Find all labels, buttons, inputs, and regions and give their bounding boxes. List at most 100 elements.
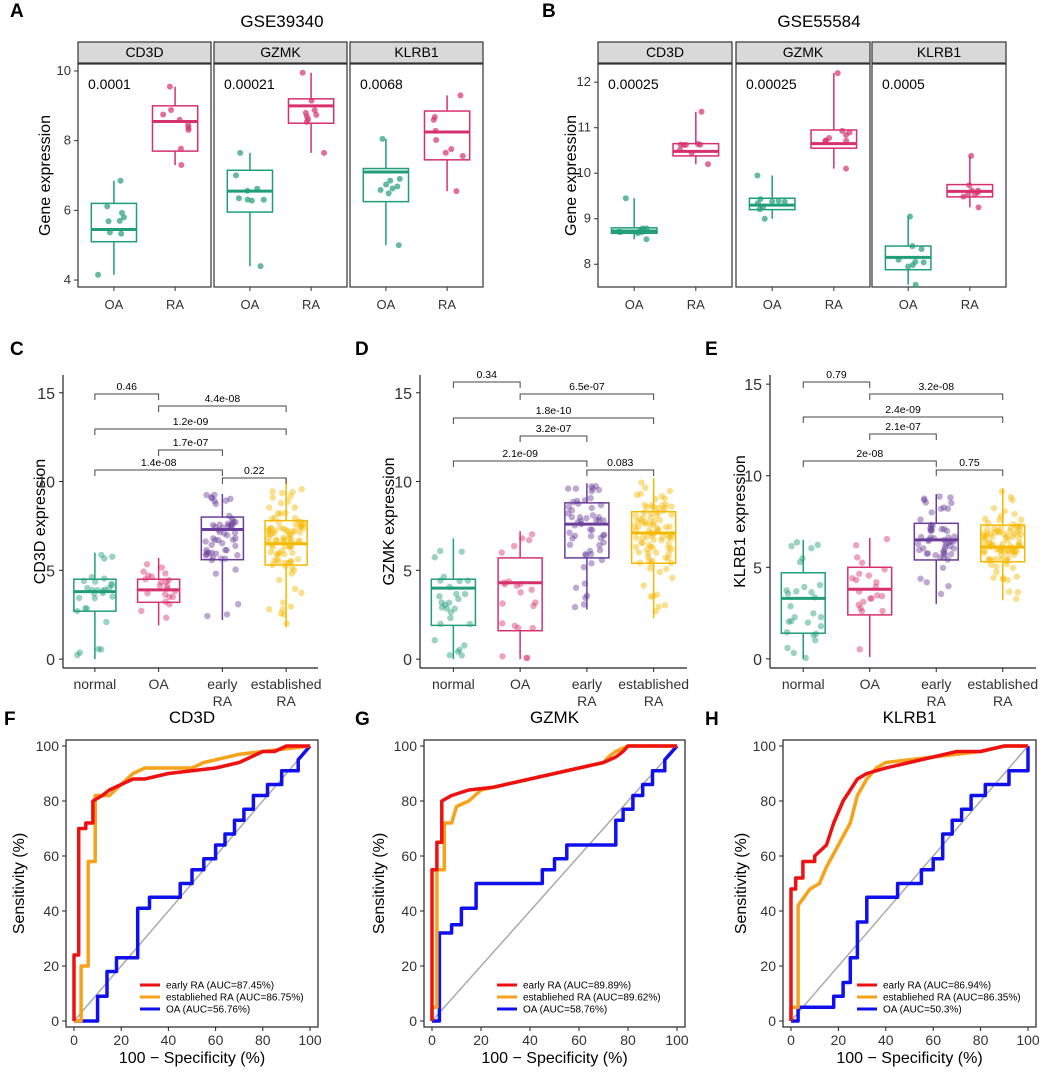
- data-point: [856, 646, 863, 653]
- comparison-bracket: [935, 469, 1004, 476]
- data-point: [285, 559, 292, 567]
- data-point: [998, 556, 1005, 563]
- facet-strip: [871, 41, 1007, 64]
- data-point: [1013, 595, 1020, 603]
- data-point: [922, 499, 930, 506]
- y-tick-label: 100: [36, 738, 60, 754]
- data-point: [595, 513, 602, 521]
- roc-curve-line: [430, 744, 677, 1021]
- data-point: [162, 570, 169, 577]
- data-point: [1015, 535, 1023, 542]
- data-point: [879, 607, 886, 615]
- data-point: [917, 575, 924, 582]
- comparison-p-value: 2e-08: [856, 448, 883, 460]
- comparison-p-value: 3.2e-08: [918, 381, 954, 393]
- data-point: [117, 177, 124, 184]
- data-point: [769, 198, 776, 205]
- data-point: [650, 536, 657, 543]
- data-point: [287, 558, 295, 566]
- data-point: [802, 654, 809, 662]
- data-point: [282, 509, 289, 517]
- data-point: [945, 582, 952, 590]
- data-point: [940, 549, 948, 556]
- data-point: [1001, 507, 1008, 515]
- data-point: [583, 515, 590, 522]
- x-tick-label: 0: [428, 1032, 436, 1048]
- facet-strip: [77, 41, 212, 64]
- y-tick-label: 15: [394, 386, 412, 403]
- data-point: [667, 559, 675, 567]
- data-point: [984, 519, 992, 527]
- x-tick-label: OA: [860, 676, 881, 692]
- data-point: [761, 215, 768, 222]
- y-tick-label: 80: [43, 793, 59, 809]
- data-point: [981, 547, 988, 555]
- facet-strip-label: GZMK: [260, 44, 301, 60]
- data-point: [163, 582, 171, 590]
- data-point: [948, 499, 955, 507]
- data-point: [296, 537, 303, 544]
- data-point: [108, 580, 115, 588]
- x-tick-label: normal: [432, 676, 475, 692]
- data-point: [631, 522, 639, 530]
- data-point: [278, 547, 286, 555]
- x-tick-label: 100: [1016, 1032, 1040, 1048]
- x-tick-label: 80: [255, 1032, 271, 1048]
- data-point: [95, 645, 102, 653]
- data-point: [996, 528, 1004, 536]
- data-point: [176, 116, 183, 123]
- data-point: [396, 175, 403, 182]
- data-point: [1009, 497, 1016, 504]
- data-point: [158, 564, 165, 571]
- data-point: [163, 614, 170, 621]
- data-point: [843, 165, 850, 172]
- data-point: [143, 561, 151, 568]
- data-point: [568, 507, 576, 514]
- data-point: [431, 637, 438, 644]
- data-point: [298, 521, 306, 529]
- data-point: [91, 578, 99, 585]
- comparison-p-value: 1.8e-10: [536, 405, 572, 417]
- data-point: [858, 607, 866, 615]
- y-tick-label: 0: [409, 1013, 417, 1029]
- data-point: [665, 544, 672, 552]
- plot-frame: [65, 739, 319, 1028]
- data-point: [221, 555, 229, 562]
- data-point: [118, 230, 125, 237]
- x-tick-label: RA: [577, 693, 597, 709]
- comparison-bracket: [221, 477, 287, 484]
- data-point: [156, 582, 164, 590]
- data-point: [653, 524, 661, 531]
- data-point: [816, 581, 824, 589]
- data-point: [646, 557, 653, 564]
- data-point: [436, 593, 443, 600]
- data-point: [430, 116, 437, 123]
- data-point: [968, 187, 975, 194]
- comparison-p-value: 1.7e-07: [173, 437, 209, 449]
- data-point: [947, 550, 955, 558]
- data-point: [812, 630, 820, 637]
- comparison-p-value: 0.34: [477, 369, 498, 381]
- data-point: [144, 589, 151, 597]
- data-point: [587, 532, 595, 540]
- legend-label: establiehed RA (AUC=86.35%): [883, 993, 1021, 1004]
- roc-curve-line: [789, 744, 1028, 1021]
- data-point: [1003, 557, 1010, 564]
- facet-panel: [349, 63, 484, 288]
- data-point: [941, 551, 949, 558]
- legend-label: OA (AUC=58.76%): [523, 1005, 607, 1016]
- plot-frame: [782, 739, 1037, 1028]
- data-point: [514, 624, 522, 632]
- data-point: [287, 493, 294, 500]
- data-point: [211, 491, 218, 499]
- data-point: [203, 491, 210, 499]
- data-point: [924, 550, 932, 557]
- data-point: [940, 548, 947, 555]
- data-point: [643, 546, 651, 553]
- data-point: [647, 510, 655, 517]
- data-point: [597, 501, 605, 509]
- data-point: [658, 493, 666, 500]
- data-point: [448, 146, 455, 153]
- data-point: [783, 629, 791, 636]
- data-point: [525, 536, 533, 544]
